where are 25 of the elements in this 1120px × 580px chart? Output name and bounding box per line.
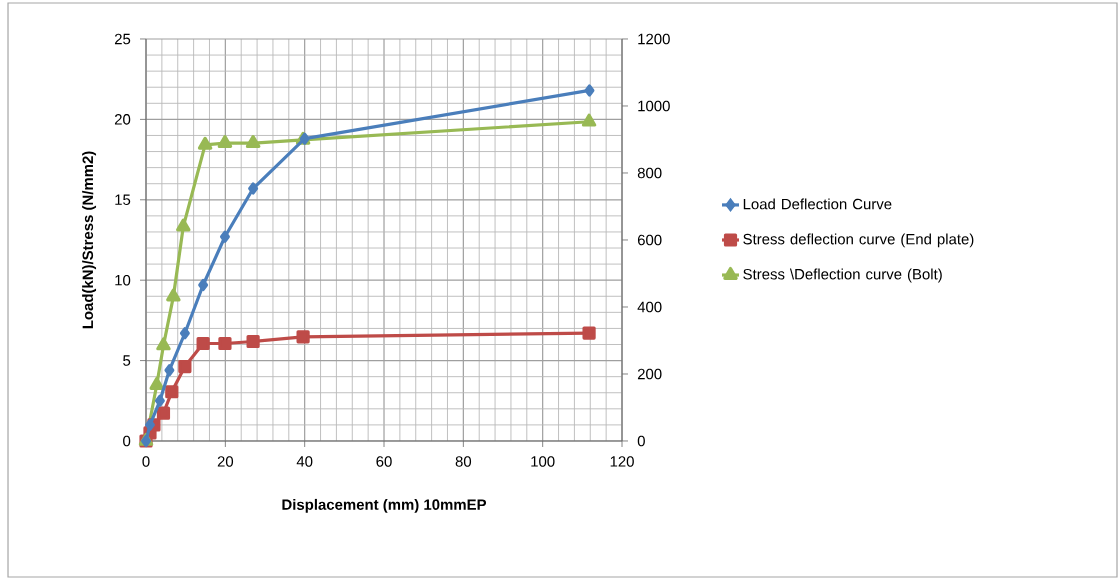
x-tick-label: 80	[455, 456, 472, 467]
x-tick-label: 120	[610, 456, 634, 467]
y2-tick-label: 1200	[638, 33, 670, 45]
y-tick-label: 5	[123, 355, 131, 366]
x-tick-label: 100	[531, 456, 555, 467]
y-tick-label: 0	[123, 435, 131, 447]
y2-tick-label: 200	[637, 368, 662, 380]
y-tick-label: 20	[114, 114, 131, 125]
y-tick-label: 10	[115, 274, 131, 286]
x-tick-label: 40	[296, 456, 313, 467]
legend-label: Stress deflection curve (End plate)	[743, 233, 974, 248]
x-tick-label: 20	[217, 456, 234, 467]
x-tick-label: 60	[376, 456, 392, 467]
y-axis-title: Load(kN)/Stress (N/mm2)	[82, 151, 97, 329]
y2-tick-label: 1000	[638, 100, 670, 112]
y-tick-label: 25	[114, 33, 131, 45]
y2-tick-label: 600	[637, 234, 662, 246]
x-axis-title: Displacement (mm) 10mmEP	[282, 498, 487, 513]
y2-tick-label: 400	[637, 301, 662, 313]
y2-tick-label: 0	[637, 435, 645, 447]
y-tick-label: 15	[115, 194, 131, 205]
x-tick-label: 0	[142, 456, 150, 467]
legend-label: Load Deflection Curve	[743, 198, 892, 210]
y2-tick-label: 800	[637, 167, 662, 179]
legend-label: Stress \Deflection curve (Bolt)	[743, 268, 942, 283]
